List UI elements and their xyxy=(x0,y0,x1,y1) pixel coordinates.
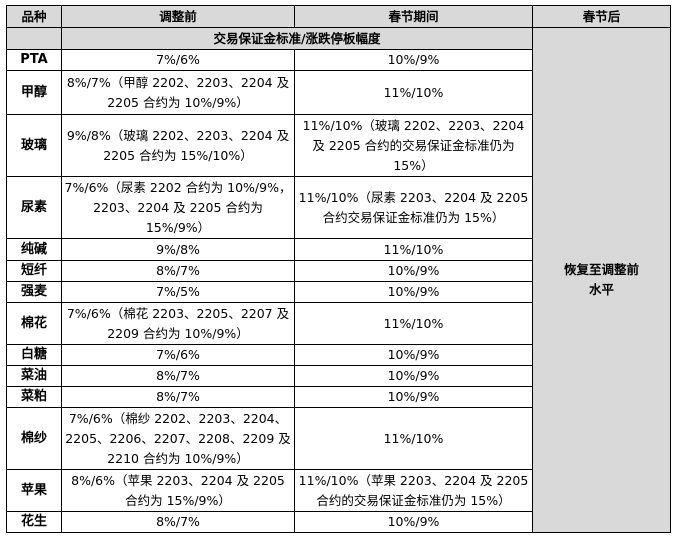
margin-adjustment-table: 品种 调整前 春节期间 春节后 交易保证金标准/涨跌停板幅度 恢复至调整前水平 … xyxy=(6,5,671,533)
header-during: 春节期间 xyxy=(294,5,533,28)
after-festival-note: 恢复至调整前水平 xyxy=(532,27,671,533)
during-value: 10%/9% xyxy=(294,281,533,303)
before-value: 7%/6%（棉花 2203、2205、2207 及 2209 合约为 10%/9… xyxy=(61,302,295,345)
variety-name: 玻璃 xyxy=(6,114,62,177)
variety-name: 甲醇 xyxy=(6,70,62,115)
before-value: 7%/5% xyxy=(61,281,295,303)
during-value: 11%/10%（苹果 2203、2204 及 2205 合约的交易保证金标准仍为… xyxy=(294,469,533,512)
before-value: 8%/7% xyxy=(61,260,295,282)
during-value: 10%/9% xyxy=(294,511,533,533)
before-value: 8%/7% xyxy=(61,386,295,408)
during-value: 10%/9% xyxy=(294,49,533,71)
after-note-text: 恢复至调整前水平 xyxy=(563,262,639,297)
before-value: 8%/7% xyxy=(61,511,295,533)
before-value: 7%/6%（棉纱 2202、2203、2204、2205、2206、2207、2… xyxy=(61,407,295,470)
variety-name: 尿素 xyxy=(6,176,62,239)
header-before: 调整前 xyxy=(61,5,295,28)
during-value: 10%/9% xyxy=(294,386,533,408)
table-row: 尿素 7%/6%（尿素 2202 合约为 10%/9%，2203、2204 及 … xyxy=(6,176,671,239)
variety-name: 纯碱 xyxy=(6,238,62,261)
during-value: 11%/10% xyxy=(294,70,533,115)
header-variety: 品种 xyxy=(6,5,62,28)
table-row: 强麦 7%/5% 10%/9% xyxy=(6,281,671,303)
variety-name: 菜油 xyxy=(6,365,62,387)
table-row: 苹果 8%/6%（苹果 2203、2204 及 2205 合约为 15%/9%）… xyxy=(6,469,671,512)
subheader-margin-limit: 交易保证金标准/涨跌停板幅度 xyxy=(61,27,533,50)
during-value: 10%/9% xyxy=(294,260,533,282)
variety-name: 棉花 xyxy=(6,302,62,345)
before-value: 7%/6% xyxy=(61,49,295,71)
during-value: 11%/10% xyxy=(294,302,533,345)
table-row: 棉纱 7%/6%（棉纱 2202、2203、2204、2205、2206、220… xyxy=(6,407,671,470)
variety-name: 短纤 xyxy=(6,260,62,282)
table-row: 花生 8%/7% 10%/9% xyxy=(6,511,671,533)
before-value: 9%/8% xyxy=(61,238,295,261)
table-row: 玻璃 9%/8%（玻璃 2202、2203、2204 及 2205 合约为 15… xyxy=(6,114,671,177)
before-value: 9%/8%（玻璃 2202、2203、2204 及 2205 合约为 15%/1… xyxy=(61,114,295,177)
variety-name: 白糖 xyxy=(6,344,62,366)
variety-name: 苹果 xyxy=(6,469,62,512)
during-value: 10%/9% xyxy=(294,365,533,387)
header-after: 春节后 xyxy=(532,5,671,28)
during-value: 11%/10% xyxy=(294,238,533,261)
variety-name: 棉纱 xyxy=(6,407,62,470)
variety-name: 强麦 xyxy=(6,281,62,303)
table-row: 菜油 8%/7% 10%/9% xyxy=(6,365,671,387)
variety-name: 花生 xyxy=(6,511,62,533)
table-row: 短纤 8%/7% 10%/9% xyxy=(6,260,671,282)
during-value: 11%/10%（玻璃 2202、2203、2204 及 2205 合约的交易保证… xyxy=(294,114,533,177)
table-row: 棉花 7%/6%（棉花 2203、2205、2207 及 2209 合约为 10… xyxy=(6,302,671,345)
before-value: 7%/6% xyxy=(61,344,295,366)
before-value: 8%/6%（苹果 2203、2204 及 2205 合约为 15%/9%） xyxy=(61,469,295,512)
variety-name: PTA xyxy=(6,49,62,71)
variety-name: 菜粕 xyxy=(6,386,62,408)
during-value: 11%/10%（尿素 2203、2204 及 2205 合约交易保证金标准仍为 … xyxy=(294,176,533,239)
table-row: 甲醇 8%/7%（甲醇 2202、2203、2204 及 2205 合约为 10… xyxy=(6,70,671,115)
during-value: 10%/9% xyxy=(294,344,533,366)
before-value: 8%/7% xyxy=(61,365,295,387)
before-value: 8%/7%（甲醇 2202、2203、2204 及 2205 合约为 10%/9… xyxy=(61,70,295,115)
before-value: 7%/6%（尿素 2202 合约为 10%/9%，2203、2204 及 220… xyxy=(61,176,295,239)
table-row: 纯碱 9%/8% 11%/10% xyxy=(6,238,671,261)
table-row: 菜粕 8%/7% 10%/9% xyxy=(6,386,671,408)
during-value: 11%/10% xyxy=(294,407,533,470)
